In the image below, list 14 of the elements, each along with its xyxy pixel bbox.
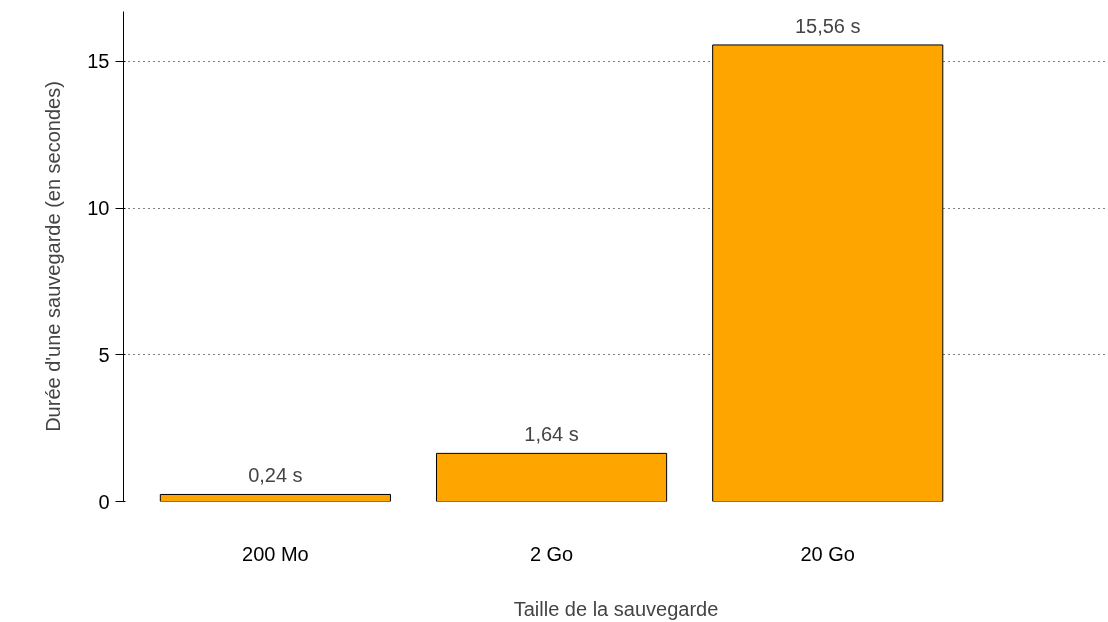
y-axis-title: Durée d'une sauvegarde (en secondes): [42, 81, 65, 432]
x-tick-label: 200 Mo: [242, 542, 309, 565]
bar: [159, 493, 391, 502]
data-label: 0,24 s: [248, 464, 303, 487]
y-tick-label: 10: [87, 197, 110, 220]
bar: [435, 452, 668, 502]
y-tick-label: 15: [87, 50, 110, 73]
y-tick-label: 5: [98, 343, 110, 366]
x-tick-label: 2 Go: [529, 542, 574, 565]
y-tick-label: 0: [98, 490, 110, 513]
data-label: 15,56 s: [794, 14, 861, 37]
x-tick-label: 20 Go: [800, 542, 855, 565]
data-label: 1,64 s: [524, 423, 579, 446]
x-axis-title: Taille de la sauvegarde: [513, 597, 719, 620]
